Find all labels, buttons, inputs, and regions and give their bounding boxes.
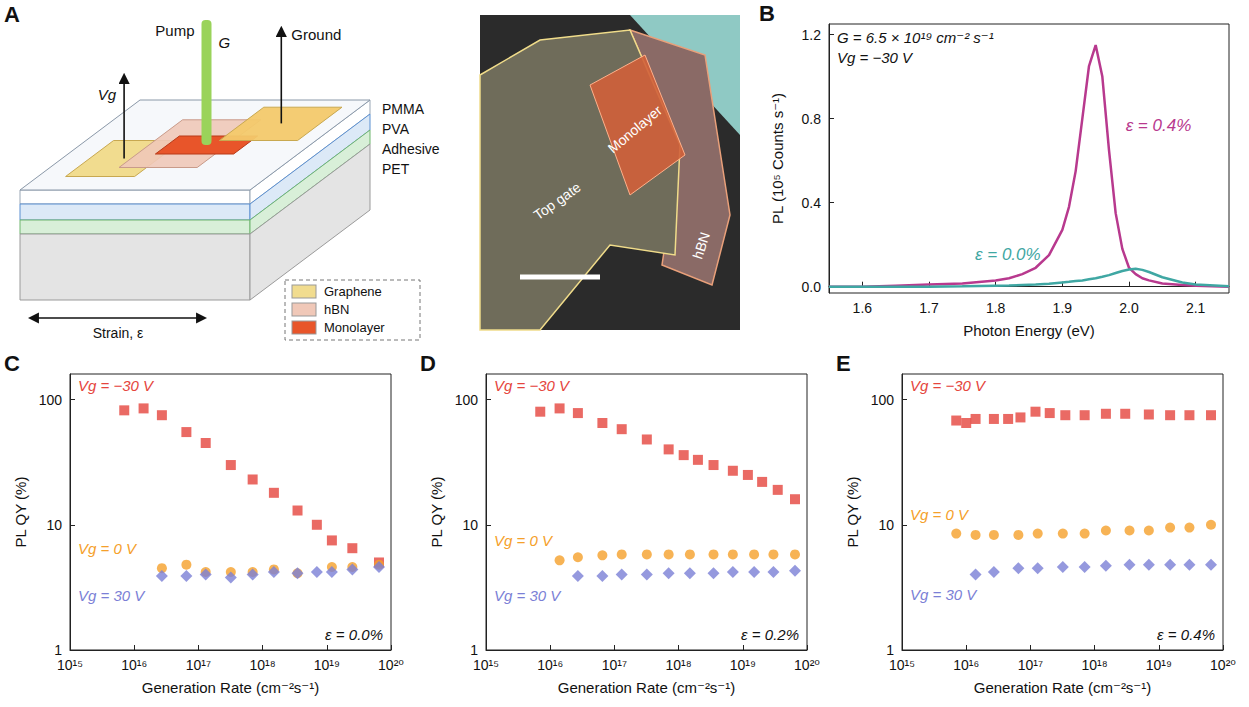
svg-text:10¹⁵: 10¹⁵ xyxy=(473,657,499,673)
svg-text:A: A xyxy=(4,2,20,27)
svg-text:Vg = 0 V: Vg = 0 V xyxy=(78,540,138,557)
svg-text:Generation Rate (cm⁻²s⁻¹): Generation Rate (cm⁻²s⁻¹) xyxy=(142,679,320,696)
svg-text:100: 100 xyxy=(39,392,63,408)
svg-text:10¹⁹: 10¹⁹ xyxy=(314,657,340,673)
svg-text:0.4: 0.4 xyxy=(802,195,822,211)
svg-text:Graphene: Graphene xyxy=(324,284,382,299)
svg-text:10¹⁶: 10¹⁶ xyxy=(537,657,563,673)
svg-text:Generation Rate (cm⁻²s⁻¹): Generation Rate (cm⁻²s⁻¹) xyxy=(974,679,1152,696)
svg-text:Vg = 30 V: Vg = 30 V xyxy=(910,586,978,603)
svg-text:10¹⁷: 10¹⁷ xyxy=(1018,657,1043,673)
svg-text:2.1: 2.1 xyxy=(1186,300,1206,316)
svg-text:C: C xyxy=(4,351,20,376)
svg-text:Strain, ε: Strain, ε xyxy=(93,325,144,341)
svg-text:Vg = −30 V: Vg = −30 V xyxy=(837,49,914,66)
svg-text:Monolayer: Monolayer xyxy=(324,320,385,335)
svg-text:10: 10 xyxy=(46,517,62,533)
svg-text:Vg = 0 V: Vg = 0 V xyxy=(910,506,970,523)
svg-text:PL QY (%): PL QY (%) xyxy=(844,477,861,548)
svg-text:10¹⁹: 10¹⁹ xyxy=(1146,657,1172,673)
svg-text:10¹⁵: 10¹⁵ xyxy=(889,657,915,673)
svg-text:1: 1 xyxy=(886,642,894,658)
svg-text:1.8: 1.8 xyxy=(986,300,1006,316)
svg-text:10¹⁸: 10¹⁸ xyxy=(1082,657,1108,673)
svg-text:10²⁰: 10²⁰ xyxy=(378,657,404,673)
svg-text:Vg = −30 V: Vg = −30 V xyxy=(494,377,571,394)
svg-text:Vg = 30 V: Vg = 30 V xyxy=(494,587,562,604)
svg-text:PMMA: PMMA xyxy=(382,101,425,117)
svg-text:G: G xyxy=(219,34,231,51)
svg-text:PVA: PVA xyxy=(382,121,410,137)
svg-text:10¹⁷: 10¹⁷ xyxy=(602,657,627,673)
svg-text:Photon Energy (eV): Photon Energy (eV) xyxy=(963,322,1095,339)
svg-text:B: B xyxy=(759,1,775,26)
svg-text:hBN: hBN xyxy=(324,302,349,317)
svg-text:10¹⁷: 10¹⁷ xyxy=(186,657,211,673)
svg-text:1.9: 1.9 xyxy=(1053,300,1073,316)
svg-text:ε = 0.4%: ε = 0.4% xyxy=(1157,626,1215,643)
svg-text:10¹⁶: 10¹⁶ xyxy=(953,657,979,673)
svg-text:10²⁰: 10²⁰ xyxy=(1210,657,1236,673)
svg-text:1: 1 xyxy=(470,642,478,658)
svg-text:G = 6.5 × 10¹⁹ cm⁻² s⁻¹: G = 6.5 × 10¹⁹ cm⁻² s⁻¹ xyxy=(837,29,994,46)
svg-text:1.7: 1.7 xyxy=(919,300,939,316)
svg-text:Ground: Ground xyxy=(291,26,341,43)
svg-text:Generation Rate (cm⁻²s⁻¹): Generation Rate (cm⁻²s⁻¹) xyxy=(558,679,736,696)
svg-text:1: 1 xyxy=(54,642,62,658)
svg-text:Vg = −30 V: Vg = −30 V xyxy=(78,377,155,394)
svg-text:2.0: 2.0 xyxy=(1119,300,1139,316)
svg-text:PL (10⁵ Counts s⁻¹): PL (10⁵ Counts s⁻¹) xyxy=(769,93,786,224)
svg-text:hBN: hBN xyxy=(689,230,713,261)
svg-text:10²⁰: 10²⁰ xyxy=(794,657,820,673)
svg-text:10¹⁶: 10¹⁶ xyxy=(121,657,147,673)
svg-text:10¹⁵: 10¹⁵ xyxy=(57,657,83,673)
svg-text:Monolayer: Monolayer xyxy=(605,102,666,156)
svg-text:E: E xyxy=(836,351,851,376)
svg-text:D: D xyxy=(420,351,436,376)
svg-text:0.8: 0.8 xyxy=(802,111,822,127)
svg-text:100: 100 xyxy=(455,392,479,408)
svg-text:0.0: 0.0 xyxy=(802,279,822,295)
svg-text:ε = 0.0%: ε = 0.0% xyxy=(975,245,1041,264)
svg-text:PL QY (%): PL QY (%) xyxy=(12,477,29,548)
svg-text:Top gate: Top gate xyxy=(531,179,584,223)
svg-text:Vg: Vg xyxy=(98,86,117,103)
svg-text:PL QY (%): PL QY (%) xyxy=(428,477,445,548)
svg-text:ε = 0.4%: ε = 0.4% xyxy=(1126,116,1192,135)
svg-text:Pump: Pump xyxy=(155,22,194,39)
svg-text:10¹⁸: 10¹⁸ xyxy=(666,657,692,673)
svg-text:100: 100 xyxy=(871,392,895,408)
svg-text:PET: PET xyxy=(382,161,410,177)
svg-text:10: 10 xyxy=(878,517,894,533)
svg-text:Vg = 0 V: Vg = 0 V xyxy=(494,532,554,549)
svg-text:ε = 0.0%: ε = 0.0% xyxy=(325,626,383,643)
svg-text:ε = 0.2%: ε = 0.2% xyxy=(741,626,799,643)
svg-text:10: 10 xyxy=(462,517,478,533)
svg-text:Vg = −30 V: Vg = −30 V xyxy=(910,377,987,394)
svg-text:1.2: 1.2 xyxy=(802,27,822,43)
svg-text:10¹⁸: 10¹⁸ xyxy=(250,657,276,673)
svg-text:10¹⁹: 10¹⁹ xyxy=(730,657,756,673)
svg-text:Adhesive: Adhesive xyxy=(382,141,440,157)
svg-text:Vg = 30 V: Vg = 30 V xyxy=(78,587,146,604)
svg-text:1.6: 1.6 xyxy=(853,300,873,316)
